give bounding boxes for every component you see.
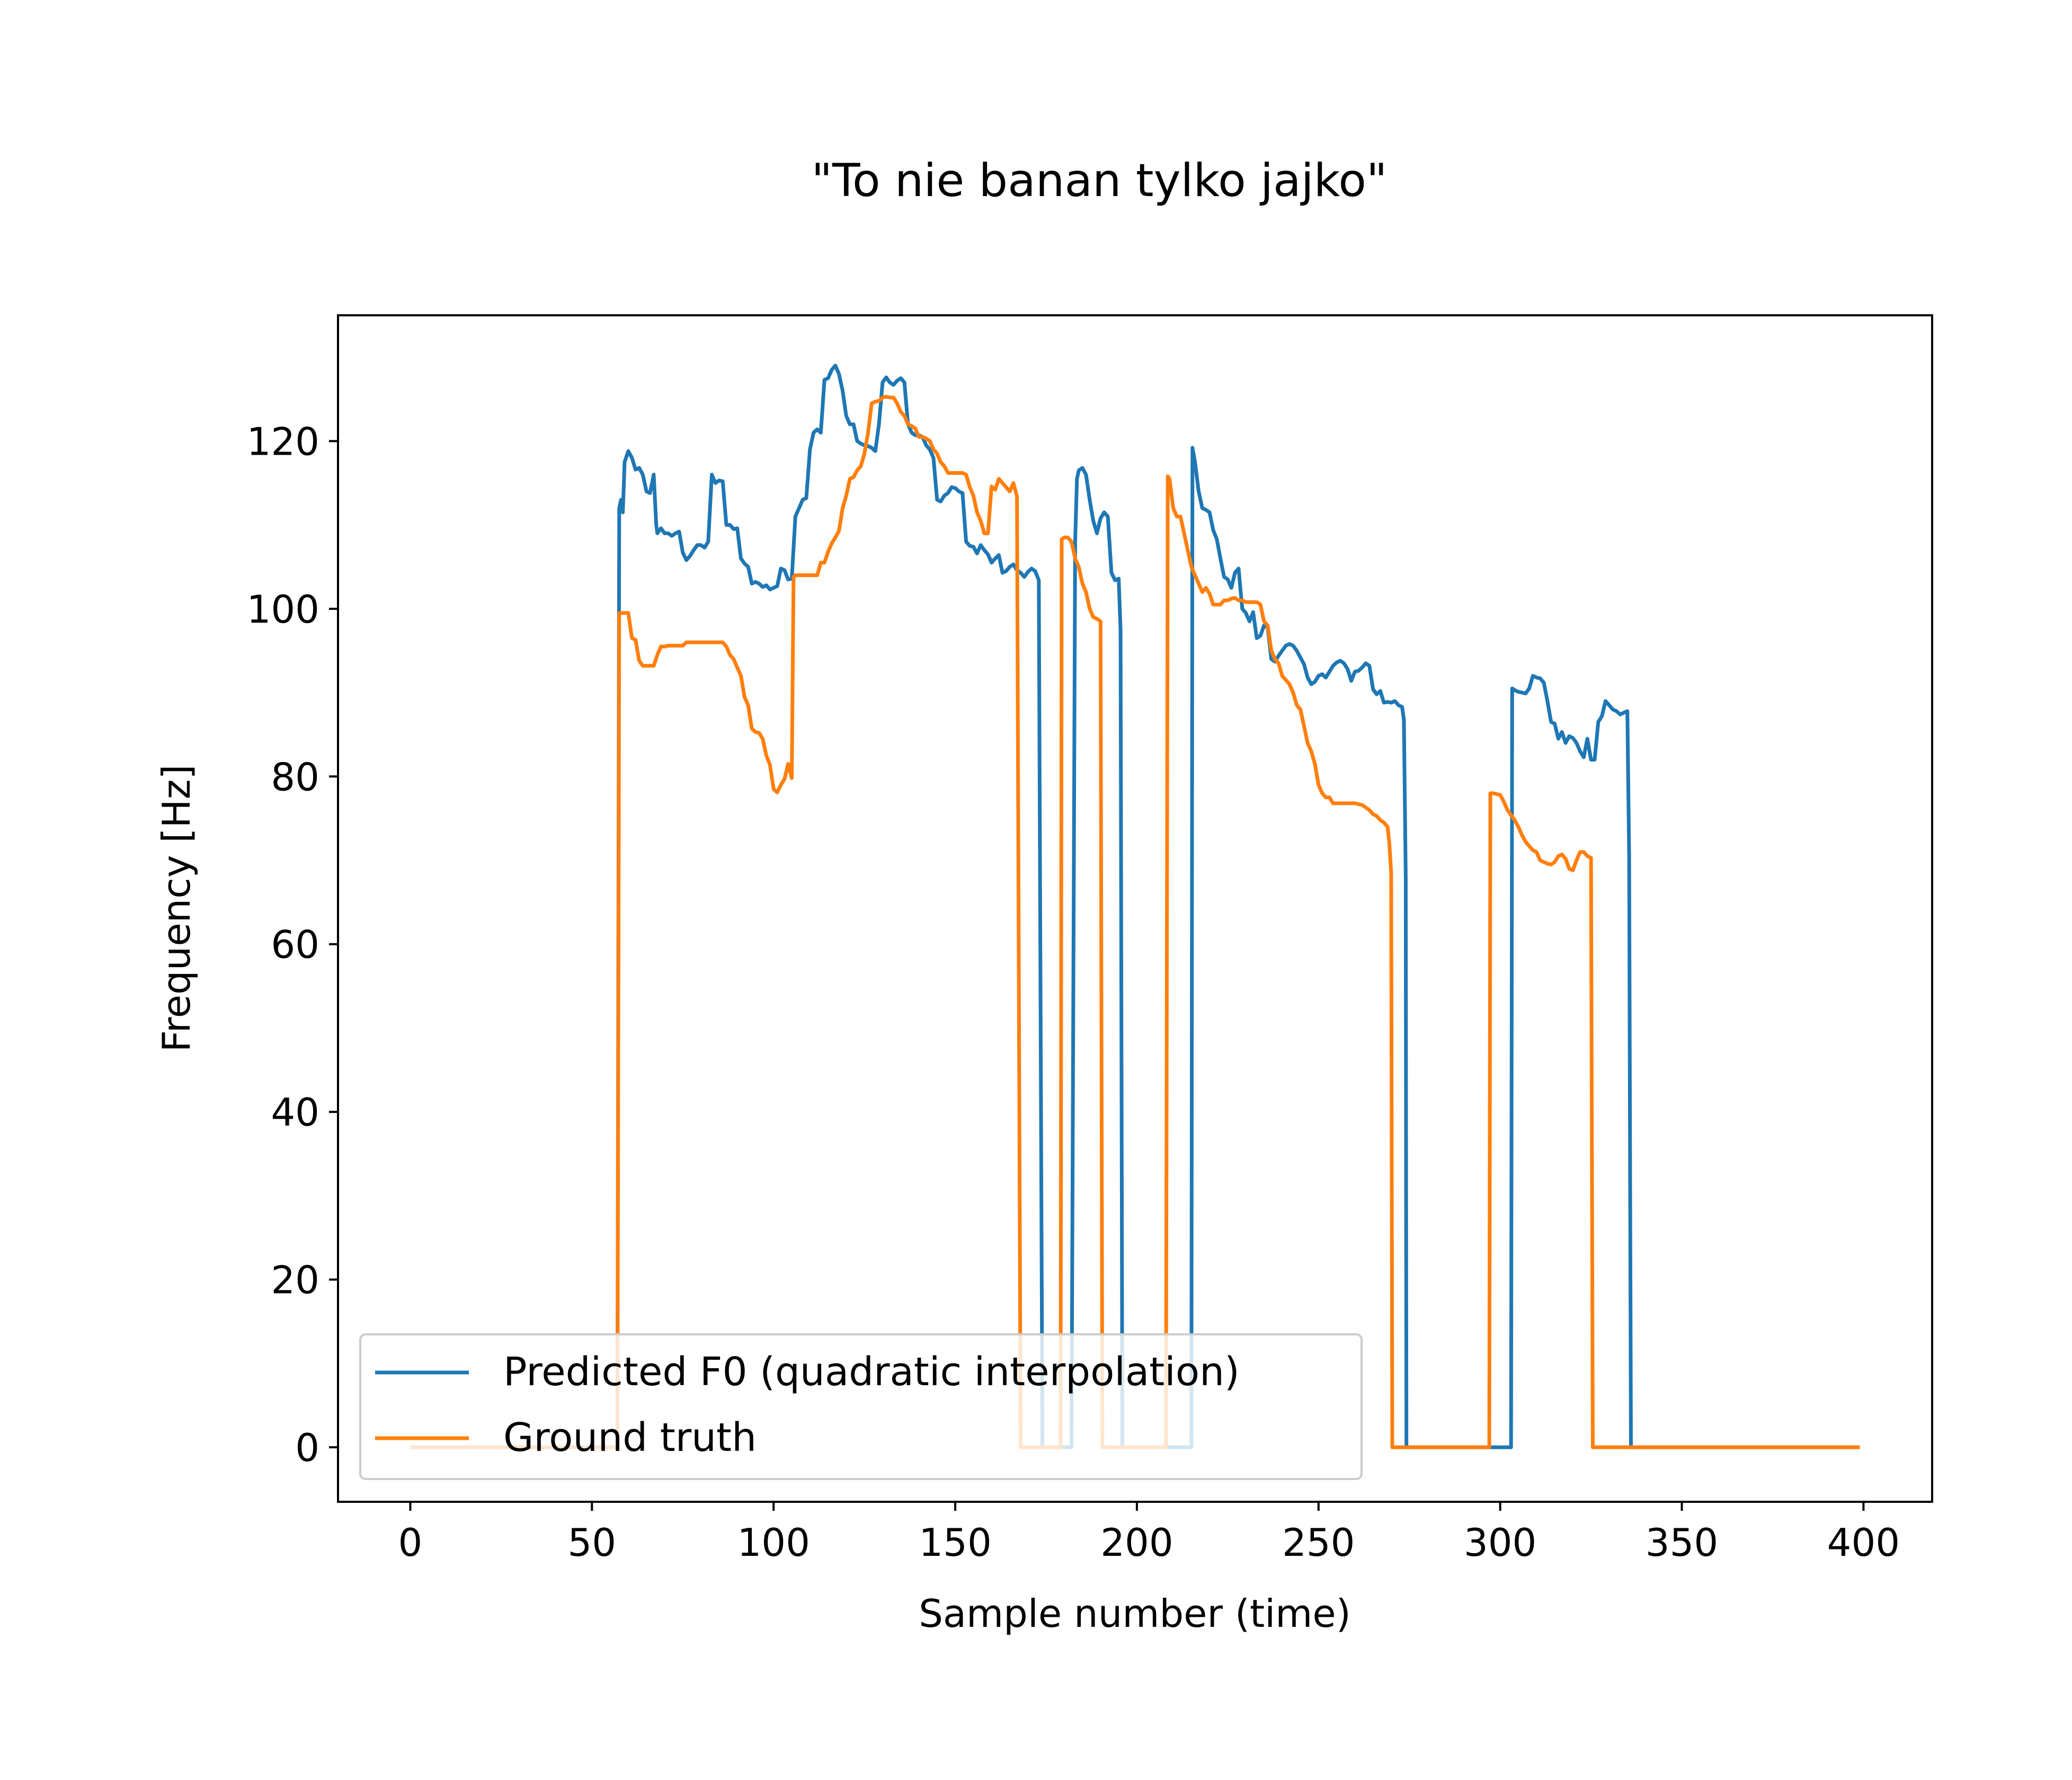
x-tick-label: 400	[1827, 1520, 1900, 1565]
y-tick-label: 80	[271, 755, 319, 799]
x-tick-label: 250	[1282, 1520, 1355, 1565]
plot-series	[410, 364, 1860, 1449]
y-tick-label: 120	[247, 419, 319, 464]
legend: Predicted F0 (quadratic interpolation) G…	[359, 1333, 1363, 1480]
x-tick-label: 0	[398, 1520, 423, 1565]
y-tick-label: 0	[295, 1425, 319, 1470]
y-axis: 0 20 40 60 80 100 120	[247, 419, 338, 1470]
chart-title: "To nie banan tylko jajko"	[811, 154, 1387, 207]
series-line-truth	[410, 395, 1860, 1449]
x-tick-label: 50	[568, 1520, 617, 1565]
x-axis-label: Sample number (time)	[919, 1591, 1351, 1636]
x-tick-label: 100	[737, 1520, 810, 1565]
x-tick-label: 200	[1100, 1520, 1173, 1565]
legend-label-truth: Ground truth	[503, 1415, 757, 1460]
x-tick-label: 150	[919, 1520, 991, 1565]
legend-label-predicted: Predicted F0 (quadratic interpolation)	[503, 1349, 1240, 1395]
y-tick-label: 20	[271, 1258, 319, 1303]
y-axis-label: Frequency [Hz]	[154, 765, 199, 1052]
y-tick-label: 60	[271, 923, 319, 967]
x-axis: 0 50 100 150 200 250 300 350 400	[398, 1502, 1900, 1565]
x-tick-label: 300	[1464, 1520, 1536, 1565]
y-tick-label: 40	[271, 1090, 319, 1135]
legend-box	[359, 1333, 1363, 1480]
x-tick-label: 350	[1646, 1520, 1718, 1565]
y-tick-label: 100	[247, 587, 319, 632]
plot-frame	[337, 314, 1933, 1503]
series-line-predicted	[410, 364, 1860, 1449]
